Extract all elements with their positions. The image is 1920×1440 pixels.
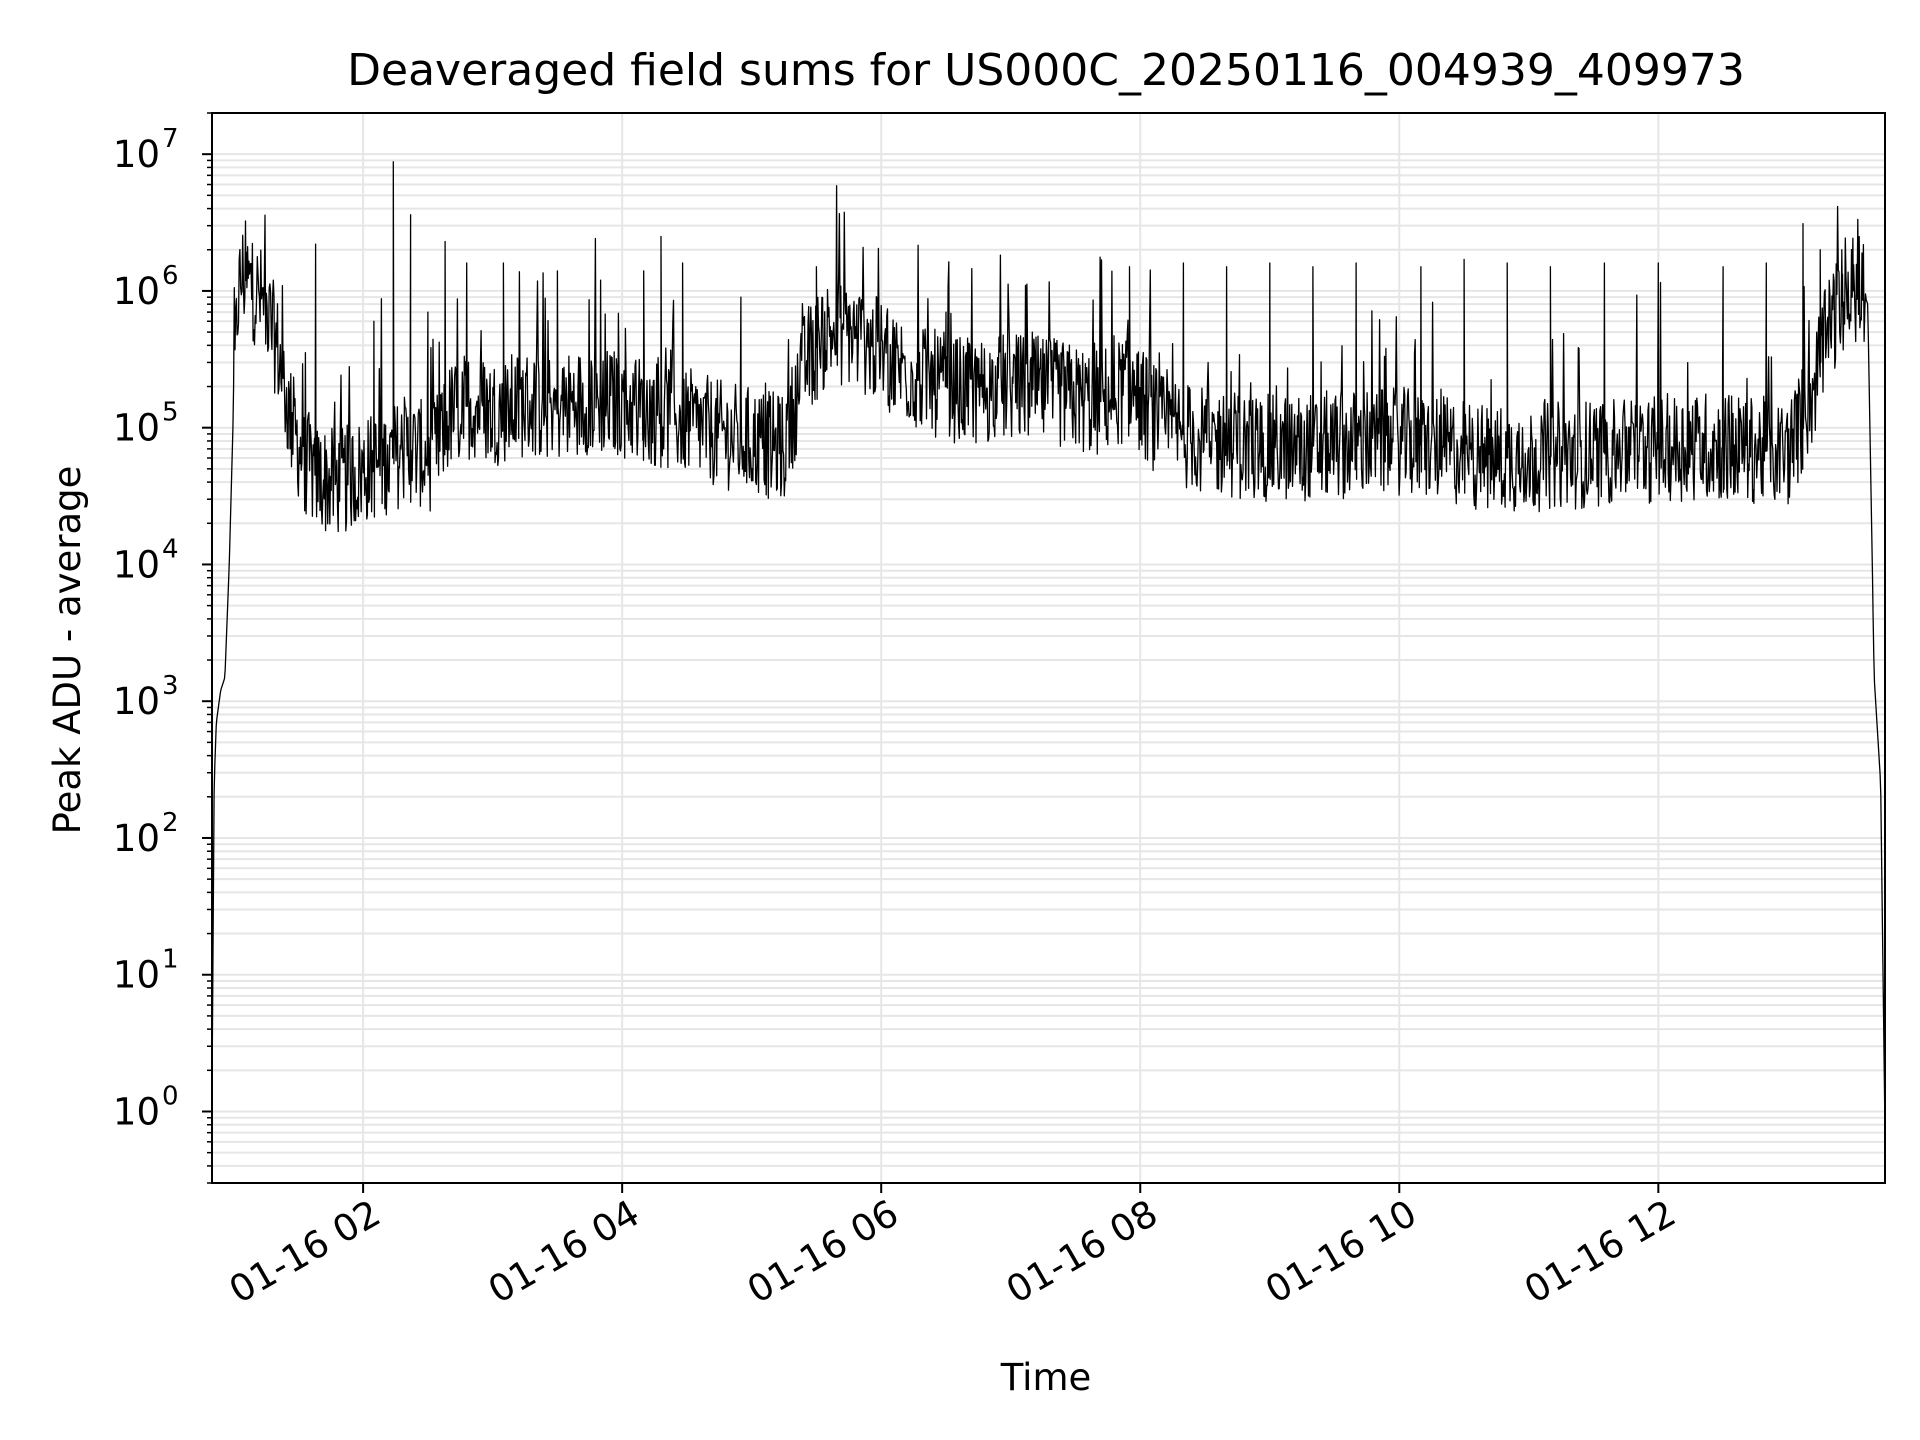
x-tick-label: 01-16 08 bbox=[999, 1192, 1165, 1312]
y-tick-label: 10 bbox=[113, 817, 160, 860]
x-tick-label: 01-16 04 bbox=[481, 1192, 647, 1312]
grid-layer bbox=[212, 112, 1885, 1184]
y-tick-exponent: 1 bbox=[162, 945, 179, 975]
y-tick-exponent: 6 bbox=[162, 261, 179, 291]
y-tick-exponent: 2 bbox=[162, 808, 179, 838]
y-tick-label: 10 bbox=[113, 680, 160, 723]
y-tick-label: 10 bbox=[113, 407, 160, 450]
y-tick-label: 10 bbox=[113, 543, 160, 586]
y-tick-exponent: 0 bbox=[162, 1081, 179, 1111]
x-axis-label: Time bbox=[1000, 1356, 1092, 1399]
x-tick-label: 01-16 10 bbox=[1258, 1192, 1424, 1312]
plot-frame bbox=[211, 112, 1886, 1184]
x-tick-label: 01-16 12 bbox=[1517, 1192, 1683, 1312]
y-tick-exponent: 4 bbox=[162, 534, 179, 564]
series-line bbox=[211, 161, 1886, 1133]
chart-title: Deaveraged field sums for US000C_2025011… bbox=[347, 45, 1745, 96]
series-layer bbox=[211, 161, 1886, 1133]
y-axis-label: Peak ADU - average bbox=[46, 466, 89, 835]
y-tick-exponent: 3 bbox=[162, 671, 179, 701]
y-tick-label: 10 bbox=[113, 133, 160, 176]
x-tick-label: 01-16 06 bbox=[740, 1192, 906, 1312]
x-tick-label: 01-16 02 bbox=[222, 1192, 388, 1312]
y-tick-exponent: 5 bbox=[162, 398, 179, 428]
y-tick-label: 10 bbox=[113, 954, 160, 997]
y-tick-label: 10 bbox=[113, 270, 160, 313]
y-tick-exponent: 7 bbox=[162, 124, 179, 154]
y-tick-label: 10 bbox=[113, 1090, 160, 1133]
